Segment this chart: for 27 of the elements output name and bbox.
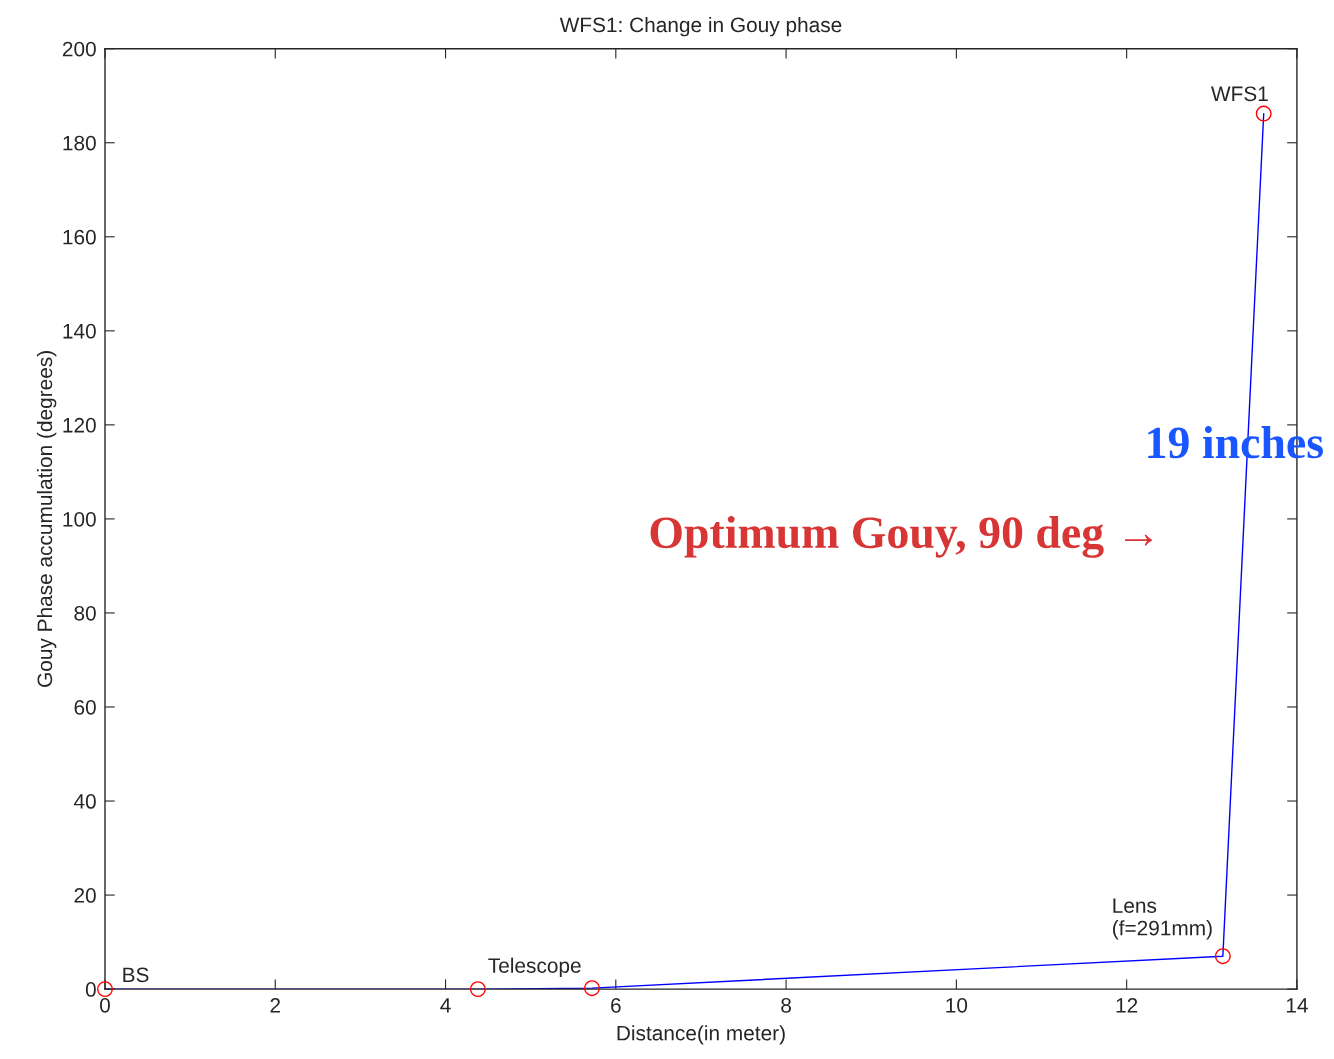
y-tick-label: 100 [63, 511, 96, 527]
annotation: WFS1 [1211, 86, 1268, 102]
y-tick-label: 0 [85, 982, 96, 997]
y-tick-label: 160 [63, 229, 96, 245]
x-tick-label: 2 [270, 997, 281, 1013]
x-tick-label: 0 [100, 997, 110, 1013]
y-axis-title: Gouy Phase accumulation (degrees) [36, 351, 57, 687]
x-tick-label: 14 [1286, 998, 1308, 1013]
x-tick-label: 12 [1116, 997, 1138, 1013]
y-tick-label: 140 [63, 323, 96, 339]
annotation: Lens (f=291mm) [1113, 898, 1212, 940]
x-axis-title: Distance(in meter) [617, 1025, 785, 1045]
x-tick-label: 6 [611, 997, 621, 1013]
annotation: BS [123, 967, 149, 983]
y-tick-label: 60 [74, 699, 96, 715]
x-tick-label: 10 [946, 997, 968, 1013]
y-tick-label: 40 [73, 794, 96, 809]
y-tick-label: 200 [62, 41, 96, 57]
y-tick-label: 120 [63, 417, 96, 433]
y-tick-label: 80 [74, 605, 96, 621]
x-tick-label: 4 [440, 998, 451, 1013]
chart-title: WFS1: Change in Gouy phase [559, 16, 842, 37]
y-tick-label: 180 [63, 135, 96, 151]
y-tick-label: 20 [74, 888, 96, 903]
annotation: Optimum Gouy, 90 deg → [650, 515, 1153, 558]
annotation: Telescope [488, 957, 581, 978]
x-tick-label: 8 [781, 997, 791, 1013]
